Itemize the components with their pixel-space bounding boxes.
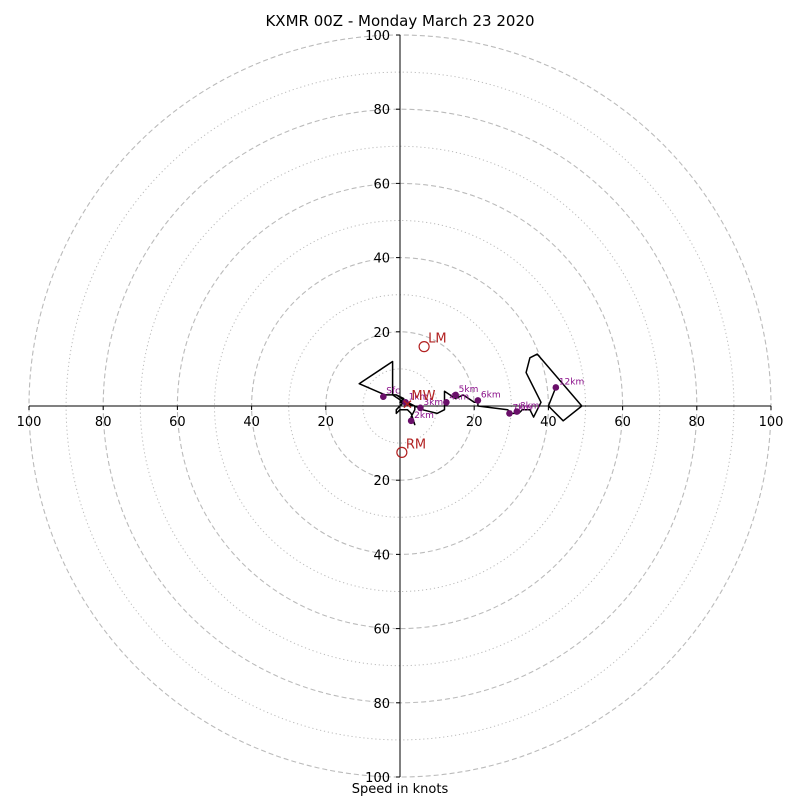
height-point-label: 8km [520, 402, 540, 412]
y-tick-label: 60 [373, 177, 390, 192]
height-point [417, 404, 424, 412]
height-point-label: 5km [459, 385, 479, 395]
y-tick-label: 100 [365, 771, 390, 786]
x-tick-label: 20 [466, 415, 483, 430]
y-tick-label: 100 [365, 29, 390, 44]
storm-motion-label: RM [406, 437, 426, 452]
height-point [407, 417, 415, 425]
height-point-label: 12km [559, 377, 584, 387]
height-point [506, 410, 513, 417]
y-tick-label: 20 [373, 326, 390, 341]
tick-labels: 100 100 100 100 80 80 80 80 60 60 60 60 40 40 40 40 20 20… [17, 29, 784, 786]
storm-motion-label: MW [411, 389, 435, 404]
height-point [380, 393, 387, 401]
hodograph-trace [358, 353, 583, 426]
x-tick-label: 60 [614, 415, 631, 430]
height-point-label: 7km [512, 403, 532, 413]
y-tick-label: 80 [373, 103, 390, 118]
x-tick-label: 40 [540, 415, 557, 430]
y-tick-label: 40 [373, 252, 390, 267]
height-point-label: Sfc [386, 387, 400, 397]
x-axis-label: Speed in knots [351, 782, 449, 797]
y-tick-label: 20 [373, 474, 390, 489]
x-tick-label: 40 [243, 415, 260, 430]
height-point [513, 408, 521, 415]
x-tick-label: 100 [17, 415, 42, 430]
x-tick-label: 100 [759, 415, 784, 430]
storm-motion-group: LM MW RM [396, 332, 447, 458]
height-point-label: 2km [414, 411, 434, 421]
height-point [452, 391, 459, 399]
x-tick-label: 80 [95, 415, 112, 430]
height-point [552, 384, 560, 391]
height-point-label: 1km [409, 392, 429, 402]
height-point [443, 398, 450, 406]
hodograph-trace-group [358, 353, 583, 426]
mean-wind-marker [403, 400, 412, 409]
x-tick-label: 80 [689, 415, 706, 430]
chart-title: KXMR 00Z - Monday March 23 2020 [265, 12, 535, 30]
height-point [474, 397, 482, 404]
storm-motion-label: LM [428, 332, 446, 347]
height-point-label: 4km [449, 392, 469, 402]
storm-motion-marker [418, 341, 430, 353]
x-tick-label: 20 [318, 415, 335, 430]
storm-motion-marker [396, 446, 408, 458]
y-tick-label: 60 [373, 623, 390, 638]
height-point-label: 6km [481, 390, 501, 400]
y-tick-label: 40 [373, 548, 390, 563]
height-point-label: 3km [423, 398, 443, 408]
x-tick-label: 60 [169, 415, 186, 430]
y-tick-label: 80 [373, 697, 390, 712]
